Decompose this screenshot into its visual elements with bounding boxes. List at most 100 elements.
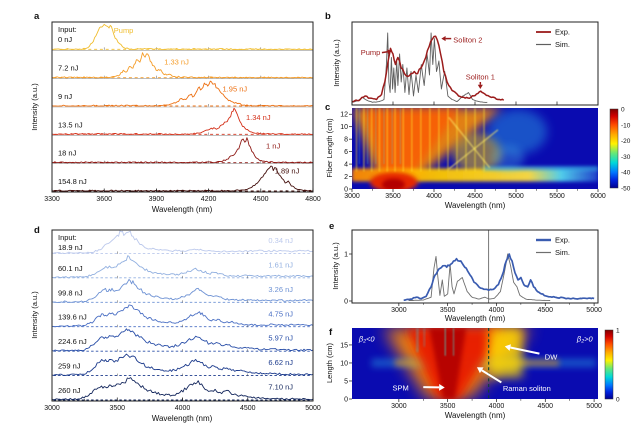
spectrum-curve — [51, 353, 314, 376]
spectrum-curve — [51, 137, 314, 164]
panel-b: b Intensity (a.u.) Exp. Sim. Pump Soliton 2 So… — [325, 11, 599, 106]
panel-letter-d: d — [34, 225, 40, 236]
annotation-arrow — [439, 383, 445, 391]
peak-energy-label: 1.33 nJ — [164, 57, 189, 66]
input-label: 60.1 nJ — [58, 264, 83, 273]
input-label: 18 nJ — [58, 149, 77, 158]
x-tick-label: 3500 — [385, 193, 401, 200]
colorbar-tick-label: 0 — [621, 107, 625, 114]
panel-letter-a: a — [34, 11, 40, 22]
spectrum-curve — [51, 107, 314, 135]
panel-letter-b: b — [325, 11, 331, 22]
series-exp — [352, 35, 505, 103]
legend-label: Exp. — [555, 28, 570, 37]
series-sim — [408, 253, 551, 302]
input-label: 18.9 nJ — [58, 243, 83, 252]
y-tick-label: 4 — [344, 162, 348, 169]
x-tick-label: 3500 — [440, 403, 456, 410]
spectrum-curve — [51, 23, 314, 50]
input-label: 7.2 nJ — [58, 64, 79, 73]
y-tick-label: 0 — [344, 397, 348, 404]
soliton-energy-label: 4.75 nJ — [268, 309, 293, 318]
heatmap-f — [352, 328, 598, 399]
input-label: 99.8 nJ — [58, 288, 83, 297]
colorbar-tick-label: 1 — [616, 328, 620, 335]
spectrum-curve — [51, 328, 314, 352]
x-axis-label: Wavelength (nm) — [152, 205, 213, 214]
colorbar-tick-label: -10 — [621, 122, 631, 129]
x-tick-label: 4000 — [489, 307, 505, 314]
peak-energy-label: Pump — [114, 26, 134, 35]
annotation--0: β₂<0 — [358, 335, 376, 344]
x-tick-label: 3300 — [44, 196, 60, 203]
panel-letter-f: f — [329, 327, 333, 338]
soliton-energy-label: 7.10 nJ — [268, 383, 293, 392]
input-label: 9 nJ — [58, 92, 72, 101]
legend-label: Exp. — [555, 236, 570, 245]
y-tick-label: 10 — [340, 360, 348, 367]
panel-c: c Fiber Length (cm) 0 2 4 6 8 10 12 3000 3500 4000 4… — [325, 102, 631, 210]
y-axis-label: Fiber Length (cm) — [325, 118, 334, 178]
y-axis-label: Intensity (a.u.) — [332, 39, 341, 87]
x-tick-label: 3500 — [109, 405, 125, 412]
colorbar-tick-label: -50 — [621, 186, 631, 193]
annotation-arrow — [477, 84, 483, 89]
panel-e: e Intensity (a.u.) Exp. Sim. 1 0 3000 3500 4000 4… — [329, 221, 602, 323]
x-tick-label: 3000 — [344, 193, 360, 200]
colorbar-tick-label: -20 — [621, 138, 631, 145]
x-tick-label: 4000 — [489, 403, 505, 410]
annotation-spm: SPM — [393, 384, 409, 393]
annotation-arrow — [476, 367, 484, 374]
x-tick-label: 5000 — [508, 193, 524, 200]
x-tick-label: 3000 — [44, 405, 60, 412]
x-tick-label: 5000 — [586, 403, 602, 410]
annotation-soliton-2: Soliton 2 — [453, 36, 482, 45]
peak-energy-label: 1.95 nJ — [223, 85, 248, 94]
panel-letter-e: e — [329, 221, 334, 232]
input-label: Input: — [58, 233, 77, 242]
annotation-raman-soliton: Raman soliton — [503, 384, 551, 393]
panel-d: d Intensity (a.u.) Input:18.9 nJ 0.34 nJ 60.… — [30, 225, 321, 423]
x-tick-label: 4200 — [201, 196, 217, 203]
panel-letter-c: c — [325, 102, 330, 113]
y-tick-label: 1 — [344, 252, 348, 259]
y-axis-label: Intensity (a.u.) — [30, 291, 39, 339]
x-tick-label: 4500 — [467, 193, 483, 200]
y-tick-label: 10 — [340, 124, 348, 131]
peak-energy-label: 1.34 nJ — [246, 113, 271, 122]
spectrum-curve — [51, 52, 314, 79]
x-tick-label: 3000 — [391, 307, 407, 314]
colorbar-tick-label: 0 — [616, 397, 620, 404]
x-tick-label: 5000 — [586, 307, 602, 314]
annotation-pump: Pump — [361, 48, 381, 57]
x-tick-label: 4500 — [240, 405, 256, 412]
y-axis-label: Intensity (a.u.) — [331, 242, 340, 290]
input-label: 13.5 nJ — [58, 120, 83, 129]
y-axis-label: Intensity (a.u.) — [30, 83, 39, 131]
input-label: 0 nJ — [58, 35, 72, 44]
legend-label: Sim. — [555, 248, 570, 257]
y-tick-label: 15 — [340, 342, 348, 349]
x-tick-label: 4800 — [305, 196, 321, 203]
series-exp — [403, 253, 595, 301]
x-axis-label: Wavelength (nm) — [152, 414, 213, 423]
x-axis-label: Wavelength (nm) — [445, 314, 506, 323]
peak-energy-label: 1 nJ — [266, 141, 280, 150]
spectrum-curve — [51, 230, 314, 254]
peak-energy-label: 1.89 nJ — [275, 167, 300, 176]
y-tick-label: 6 — [344, 149, 348, 156]
x-tick-label: 5000 — [305, 405, 321, 412]
heatmap-c — [352, 108, 598, 189]
colorbar-tick-label: -30 — [621, 154, 631, 161]
x-tick-label: 5500 — [549, 193, 565, 200]
x-tick-label: 3000 — [391, 403, 407, 410]
spectrum-curve — [51, 377, 314, 401]
spectrum-curve — [51, 255, 314, 279]
soliton-energy-label: 6.62 nJ — [268, 358, 293, 367]
series-sim — [351, 32, 488, 103]
y-tick-label: 0 — [344, 187, 348, 194]
x-tick-label: 4000 — [426, 193, 442, 200]
y-axis-label: Length (cm) — [325, 342, 334, 383]
